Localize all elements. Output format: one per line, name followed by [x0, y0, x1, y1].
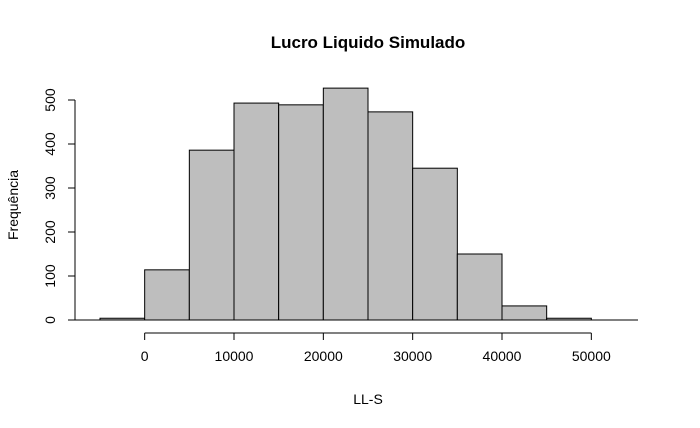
bar: [322, 87, 369, 321]
x-tick-label: 30000: [393, 348, 432, 364]
y-tick-label: 500: [42, 88, 58, 112]
x-tick-label: 20000: [304, 348, 343, 364]
x-tick-label: 40000: [483, 348, 522, 364]
bar: [188, 149, 235, 321]
x-axis-label: LL-S: [353, 391, 383, 407]
y-tick-label: 300: [42, 176, 58, 200]
x-tick-label: 0: [141, 348, 149, 364]
bar: [144, 269, 190, 321]
y-axis-label: Frequência: [5, 170, 21, 240]
x-tick-label: 10000: [215, 348, 254, 364]
bar: [367, 111, 414, 321]
y-tick-label: 100: [42, 264, 58, 288]
bar: [412, 167, 458, 321]
y-tick-label: 200: [42, 220, 58, 244]
chart-title: Lucro Liquido Simulado: [271, 33, 466, 52]
y-tick-label: 0: [42, 316, 58, 324]
bar: [278, 104, 324, 321]
x-tick-label: 50000: [572, 348, 611, 364]
bar: [233, 102, 280, 321]
bar: [456, 253, 503, 321]
y-tick-label: 400: [42, 132, 58, 156]
bar: [501, 305, 548, 321]
